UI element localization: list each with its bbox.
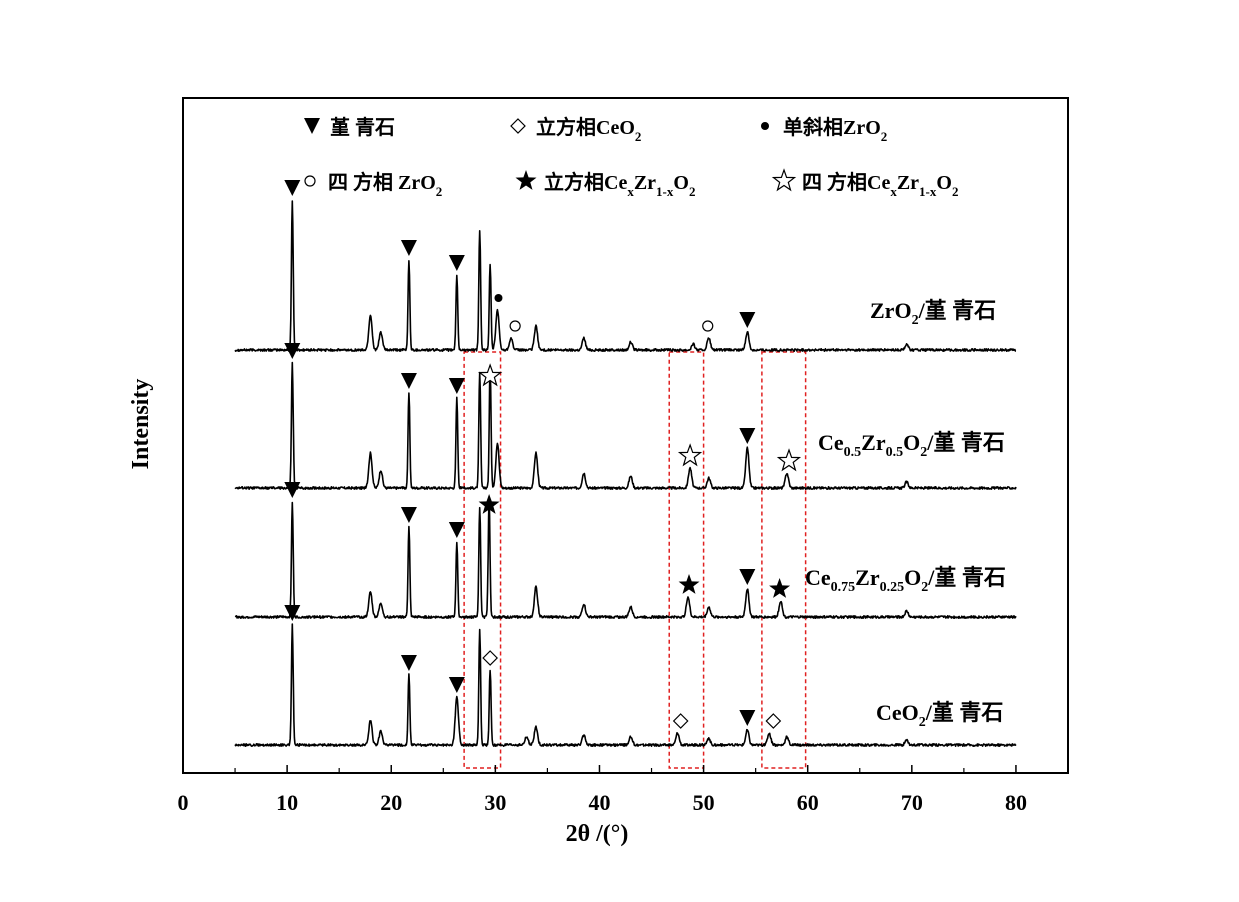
filled-down-triangle-marker xyxy=(739,710,756,726)
legend-label: 四 方相CexZr1-xO2 xyxy=(802,170,958,199)
x-tick-label: 80 xyxy=(1005,790,1027,815)
legend-label: 立方相CeO2 xyxy=(536,115,641,144)
xrd-series-line xyxy=(234,496,1017,619)
filled-down-triangle-marker xyxy=(284,180,301,196)
sample-label: ZrO2/堇 青石 xyxy=(870,298,996,328)
filled-down-triangle-marker xyxy=(304,118,320,134)
x-axis-title: 2θ /(°) xyxy=(566,821,629,847)
filled-down-triangle-marker xyxy=(739,312,756,328)
filled-down-triangle-marker xyxy=(739,569,756,585)
filled-down-triangle-marker xyxy=(284,482,301,498)
xrd-series-line xyxy=(234,361,1017,490)
open-diamond-marker xyxy=(510,118,526,134)
x-axis: 0 10 20 30 40 50 60 70 80 xyxy=(178,765,1027,815)
open-diamond-marker xyxy=(765,713,782,729)
filled-star-marker xyxy=(678,574,700,594)
highlight-region xyxy=(668,351,705,769)
filled-down-triangle-marker xyxy=(448,522,465,538)
legend-label: 单斜相ZrO2 xyxy=(783,115,887,144)
legend: 堇 青石 立方相CeO2 单斜相ZrO2 四 方相 ZrO2 立方相CexZr1-xO2… xyxy=(304,115,958,199)
filled-down-triangle-marker xyxy=(448,677,465,693)
filled-circle-marker xyxy=(761,122,769,130)
open-star-marker xyxy=(771,168,797,192)
open-circle-marker xyxy=(509,320,521,332)
filled-down-triangle-marker xyxy=(400,373,417,389)
x-tick-label: 60 xyxy=(797,790,819,815)
legend-label: 立方相CexZr1-xO2 xyxy=(544,170,695,199)
sample-label: Ce0.75Zr0.25O2/堇 青石 xyxy=(805,565,1006,595)
filled-down-triangle-marker xyxy=(448,255,465,271)
open-circle-marker xyxy=(702,320,714,332)
xrd-series-line xyxy=(234,200,1017,352)
filled-down-triangle-marker xyxy=(739,428,756,444)
x-tick-label: 40 xyxy=(588,790,610,815)
open-star-marker xyxy=(478,363,503,387)
filled-star-marker xyxy=(515,170,537,190)
x-tick-label: 70 xyxy=(901,790,923,815)
legend-label: 堇 青石 xyxy=(330,115,395,139)
open-star-marker xyxy=(776,448,802,472)
filled-down-triangle-marker xyxy=(284,605,301,621)
open-diamond-marker xyxy=(672,713,689,729)
highlight-regions xyxy=(463,351,807,769)
filled-down-triangle-marker xyxy=(400,240,417,256)
filled-down-triangle-marker xyxy=(284,343,301,359)
x-tick-label: 0 xyxy=(178,790,189,815)
filled-down-triangle-marker xyxy=(400,507,417,523)
sample-labels: ZrO2/堇 青石 Ce0.5Zr0.5O2/堇 青石 Ce0.75Zr0.25O2… xyxy=(805,298,1006,730)
filled-down-triangle-marker xyxy=(400,655,417,671)
filled-down-triangle-marker xyxy=(448,378,465,394)
filled-star-marker xyxy=(478,494,500,514)
peak-markers xyxy=(284,180,802,729)
xrd-patterns xyxy=(234,200,1017,747)
x-tick-label: 30 xyxy=(484,790,506,815)
sample-label: CeO2/堇 青石 xyxy=(876,700,1003,730)
plot-frame xyxy=(182,97,1069,774)
x-tick-label: 50 xyxy=(693,790,715,815)
xrd-series-line xyxy=(234,623,1017,747)
filled-star-marker xyxy=(769,578,791,598)
sample-label: Ce0.5Zr0.5O2/堇 青石 xyxy=(818,430,1005,460)
highlight-region xyxy=(761,351,807,769)
open-diamond-marker xyxy=(482,650,498,666)
highlight-region xyxy=(463,351,502,769)
x-tick-label: 10 xyxy=(276,790,298,815)
y-axis-title: Intensity xyxy=(128,379,154,470)
filled-circle-marker xyxy=(494,294,503,302)
x-tick-label: 20 xyxy=(380,790,402,815)
legend-label: 四 方相 ZrO2 xyxy=(328,170,442,199)
open-star-marker xyxy=(677,443,703,467)
open-circle-marker xyxy=(304,175,316,187)
